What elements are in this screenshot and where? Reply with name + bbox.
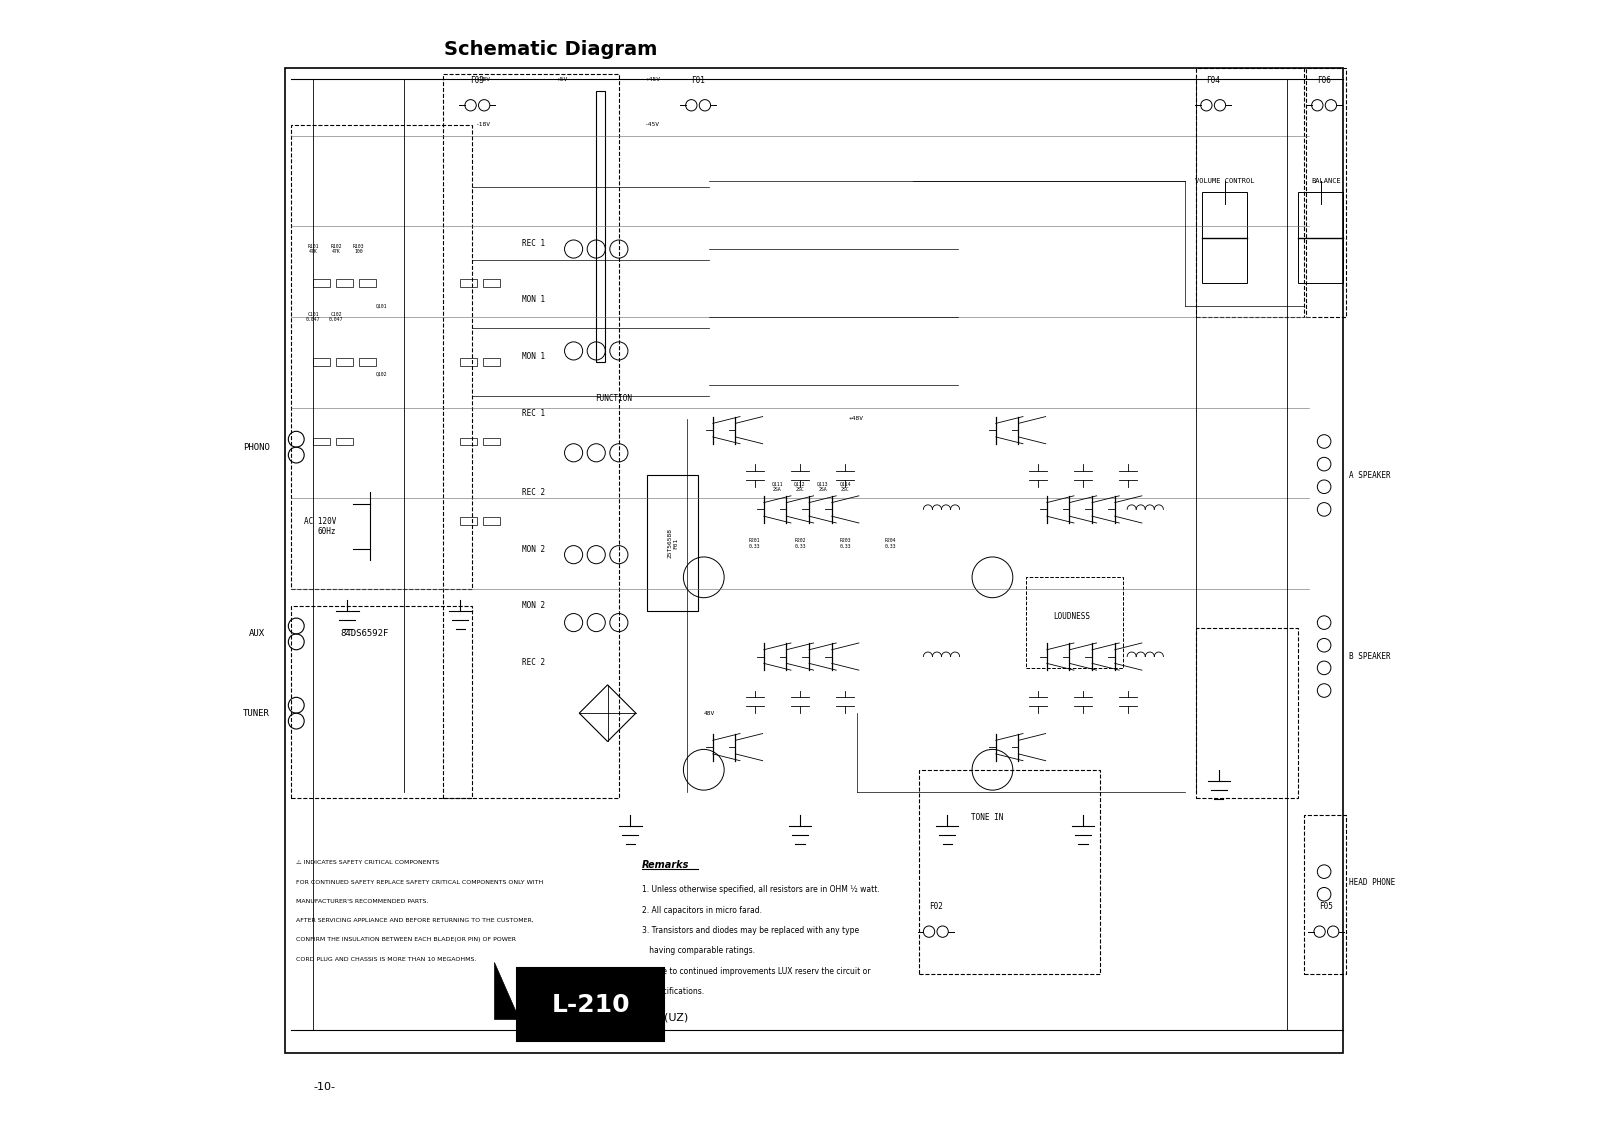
Text: TONE IN: TONE IN (971, 813, 1003, 822)
Text: ⚠ INDICATES SAFETY CRITICAL COMPONENTS: ⚠ INDICATES SAFETY CRITICAL COMPONENTS (296, 860, 440, 865)
Text: -10-: -10- (314, 1082, 336, 1091)
Text: B SPEAKER: B SPEAKER (1349, 652, 1390, 661)
Text: Remarks: Remarks (642, 860, 690, 871)
Text: 2. All capacitors in micro farad.: 2. All capacitors in micro farad. (642, 906, 762, 915)
Text: AFTER SERVICING APPLIANCE AND BEFORE RETURNING TO THE CUSTOMER,: AFTER SERVICING APPLIANCE AND BEFORE RET… (296, 918, 534, 923)
Bar (461, 438, 477, 445)
Text: C102
0.047: C102 0.047 (328, 311, 342, 323)
Text: 25T56588
F01: 25T56588 F01 (667, 529, 678, 558)
Bar (291, 606, 472, 798)
Text: A SPEAKER: A SPEAKER (1349, 471, 1390, 480)
Text: HEAD PHONE: HEAD PHONE (1349, 878, 1395, 887)
Bar (285, 68, 1344, 1053)
Text: L-210: L-210 (552, 993, 630, 1018)
Text: R203
0.33: R203 0.33 (840, 538, 851, 549)
Text: R102
47K: R102 47K (330, 243, 342, 255)
Text: MON 2: MON 2 (522, 601, 546, 610)
Text: C101
0.047: C101 0.047 (306, 311, 320, 323)
Bar (1197, 628, 1298, 798)
Text: Q114
2SC: Q114 2SC (840, 481, 851, 492)
Text: F06: F06 (1317, 76, 1331, 85)
Text: REC 2: REC 2 (522, 658, 546, 667)
Text: TUNER: TUNER (243, 709, 270, 718)
Text: +48V: +48V (850, 417, 864, 421)
Text: +5V: +5V (557, 77, 568, 82)
Text: FUNCTION: FUNCTION (595, 394, 632, 403)
Text: F02: F02 (930, 902, 942, 911)
Bar (1027, 577, 1123, 668)
Text: F01: F01 (691, 76, 706, 85)
Bar (646, 475, 698, 611)
Text: REC 1: REC 1 (522, 409, 546, 418)
Text: FOR CONTINUED SAFETY REPLACE SAFETY CRITICAL COMPONENTS ONLY WITH: FOR CONTINUED SAFETY REPLACE SAFETY CRIT… (296, 880, 544, 884)
Bar (461, 358, 477, 366)
Text: CONFIRM THE INSULATION BETWEEN EACH BLADE(OR PIN) OF POWER: CONFIRM THE INSULATION BETWEEN EACH BLAD… (296, 937, 517, 942)
Text: Q112
2SC: Q112 2SC (794, 481, 806, 492)
Text: F03: F03 (470, 76, 485, 85)
Text: BALANCE: BALANCE (1312, 178, 1341, 185)
Bar (1197, 68, 1304, 317)
Text: Q101: Q101 (376, 303, 387, 308)
Text: MANUFACTURER'S RECOMMENDED PARTS.: MANUFACTURER'S RECOMMENDED PARTS. (296, 899, 429, 903)
Text: R101
47K: R101 47K (307, 243, 318, 255)
Text: F04: F04 (1206, 76, 1221, 85)
Text: R201
0.33: R201 0.33 (749, 538, 760, 549)
Text: Schematic Diagram: Schematic Diagram (445, 40, 658, 59)
Text: 84DS6592F: 84DS6592F (339, 629, 389, 638)
Text: F05: F05 (1320, 902, 1333, 911)
Bar (483, 280, 501, 286)
Text: VOLUME CONTROL: VOLUME CONTROL (1195, 178, 1254, 185)
Text: REC 1: REC 1 (522, 239, 546, 248)
Text: MON 2: MON 2 (522, 544, 546, 554)
Bar (443, 74, 619, 798)
Text: +18V: +18V (475, 77, 491, 82)
Bar (358, 280, 376, 286)
Text: -45V: -45V (645, 122, 661, 127)
Text: LOUDNESS: LOUDNESS (1053, 612, 1090, 621)
Bar (918, 770, 1099, 974)
Text: R103
100: R103 100 (352, 243, 365, 255)
Bar (1306, 68, 1346, 317)
Text: AUX: AUX (248, 629, 264, 638)
Text: (UZ): (UZ) (664, 1012, 688, 1022)
Text: Q111
2SA: Q111 2SA (771, 481, 782, 492)
Text: Q102: Q102 (376, 371, 387, 376)
Bar (336, 358, 354, 366)
Bar (483, 358, 501, 366)
Text: 4. Due to continued improvements LUX reserv the circuit or: 4. Due to continued improvements LUX res… (642, 967, 870, 976)
Text: MON 1: MON 1 (522, 295, 546, 305)
Text: 1. Unless otherwise specified, all resistors are in OHM ½ watt.: 1. Unless otherwise specified, all resis… (642, 885, 880, 894)
Bar (483, 516, 501, 524)
Bar (1304, 815, 1346, 974)
Text: CORD PLUG AND CHASSIS IS MORE THAN 10 MEGAOHMS.: CORD PLUG AND CHASSIS IS MORE THAN 10 ME… (296, 957, 477, 961)
Text: having comparable ratings.: having comparable ratings. (642, 946, 755, 955)
Text: 48V: 48V (704, 711, 715, 715)
Bar (483, 438, 501, 445)
Bar (291, 125, 472, 589)
Bar (314, 438, 330, 445)
Bar (597, 91, 605, 362)
Text: MON 1: MON 1 (522, 352, 546, 361)
Text: -18V: -18V (475, 122, 491, 127)
Text: Q113
2SA: Q113 2SA (818, 481, 829, 492)
Bar (1202, 192, 1246, 283)
Text: +45V: +45V (645, 77, 661, 82)
Text: specifications.: specifications. (642, 987, 704, 996)
Text: AC 120V
60Hz: AC 120V 60Hz (304, 516, 336, 537)
Bar (461, 516, 477, 524)
Text: R204
0.33: R204 0.33 (885, 538, 896, 549)
Bar (461, 280, 477, 286)
Polygon shape (494, 962, 520, 1019)
Bar (336, 438, 354, 445)
Bar (314, 358, 330, 366)
Bar (1298, 192, 1344, 283)
Text: R202
0.33: R202 0.33 (794, 538, 806, 549)
Bar (358, 358, 376, 366)
FancyBboxPatch shape (517, 968, 664, 1041)
Text: REC 2: REC 2 (522, 488, 546, 497)
Bar (336, 280, 354, 286)
Text: PHONO: PHONO (243, 443, 270, 452)
Text: 3. Transistors and diodes may be replaced with any type: 3. Transistors and diodes may be replace… (642, 926, 859, 935)
Bar (314, 280, 330, 286)
